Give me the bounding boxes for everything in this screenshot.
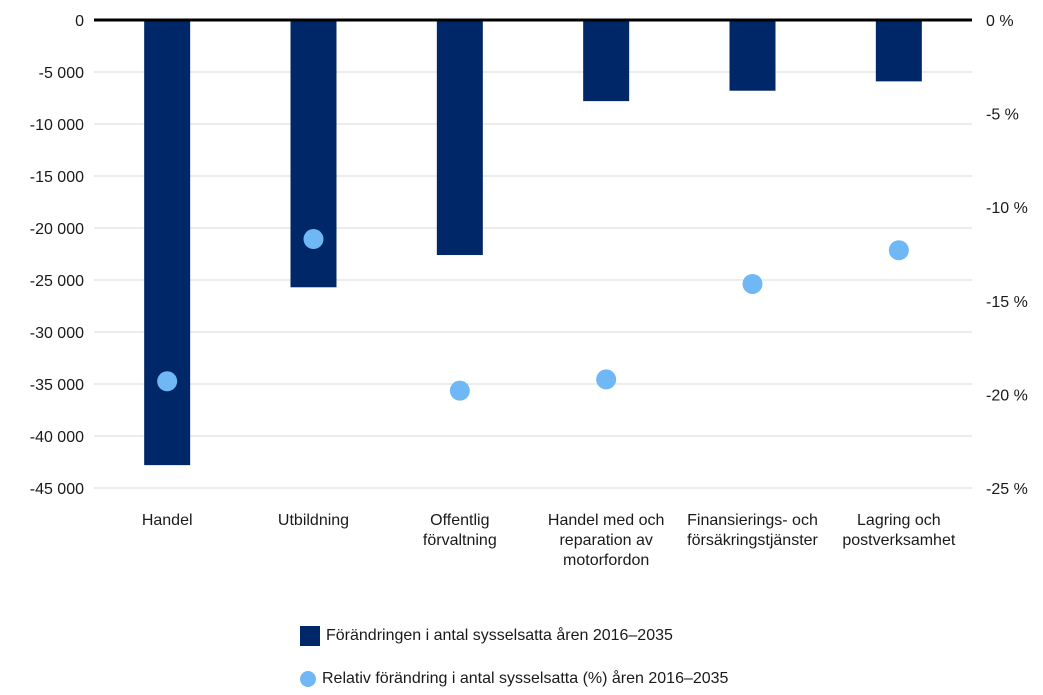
right-tick-label: -5 % <box>986 107 1019 124</box>
left-tick-label: -20 000 <box>30 221 84 238</box>
chart: 0 -5 000 -10 000 -15 000 -20 000 -25 000 -30 0… <box>30 13 1028 569</box>
left-tick-label: -10 000 <box>30 117 84 134</box>
category-label-line: Finansierings- och <box>687 512 818 529</box>
right-tick-label: -15 % <box>986 294 1028 311</box>
data-point <box>157 371 178 392</box>
left-axis-tick-labels: 0 -5 000 -10 000 -15 000 -20 000 -25 000 -30 0… <box>30 13 84 498</box>
legend-dot-label: Relativ förändring i antal sysselsatta (… <box>322 670 729 687</box>
right-tick-label: 0 % <box>986 13 1014 30</box>
dot-series <box>157 229 909 401</box>
category-label: Handel med och reparation av motorfordon <box>548 512 665 569</box>
data-point <box>742 273 763 294</box>
legend-item-dots: Relativ förändring i antal sysselsatta (… <box>300 670 728 688</box>
category-label-line: reparation av <box>559 532 652 549</box>
legend-dot-swatch <box>300 671 316 687</box>
right-tick-label: -10 % <box>986 200 1028 217</box>
left-tick-label: -15 000 <box>30 169 84 186</box>
data-point <box>888 240 909 261</box>
bar-series <box>144 20 922 466</box>
left-tick-label: -5 000 <box>39 65 84 82</box>
left-tick-label: -40 000 <box>30 429 84 446</box>
data-point <box>449 380 470 401</box>
category-label-line: Lagring och <box>857 512 941 529</box>
category-label-line: förvaltning <box>423 532 497 549</box>
right-tick-label: -20 % <box>986 387 1028 404</box>
bar <box>144 20 191 466</box>
left-tick-label: -30 000 <box>30 325 84 342</box>
category-label: Handel <box>142 512 193 529</box>
category-label-line: Handel <box>142 512 193 529</box>
category-label-line: Handel med och <box>548 512 665 529</box>
bar <box>436 20 483 256</box>
gridlines <box>94 71 972 489</box>
right-axis-tick-labels: 0 % -5 % -10 % -15 % -20 % -25 % <box>986 13 1028 498</box>
left-tick-label: -25 000 <box>30 273 84 290</box>
bar <box>729 20 776 91</box>
legend-item-bars: Förändringen i antal sysselsatta åren 20… <box>300 626 673 646</box>
data-point <box>303 229 324 250</box>
category-label-line: Utbildning <box>278 512 349 529</box>
category-label: Utbildning <box>278 512 349 529</box>
category-label-line: Offentlig <box>430 512 489 529</box>
legend-bar-swatch <box>300 626 320 646</box>
category-label-line: motorfordon <box>563 552 649 569</box>
left-tick-label: -35 000 <box>30 377 84 394</box>
legend-bar-label: Förändringen i antal sysselsatta åren 20… <box>326 627 673 644</box>
right-tick-label: -25 % <box>986 481 1028 498</box>
data-point <box>596 369 617 390</box>
category-label: Lagring och postverksamhet <box>842 512 955 549</box>
bar <box>875 20 922 82</box>
bar <box>583 20 630 102</box>
left-tick-label: -45 000 <box>30 481 84 498</box>
category-label-line: postverksamhet <box>842 532 955 549</box>
category-label-line: försäkringstjänster <box>687 532 818 549</box>
category-labels: Handel Utbildning Offentlig förvaltning Hand… <box>142 512 956 569</box>
category-label: Offentlig förvaltning <box>423 512 497 549</box>
left-tick-label: 0 <box>75 13 84 30</box>
category-label: Finansierings- och försäkringstjänster <box>687 512 818 549</box>
